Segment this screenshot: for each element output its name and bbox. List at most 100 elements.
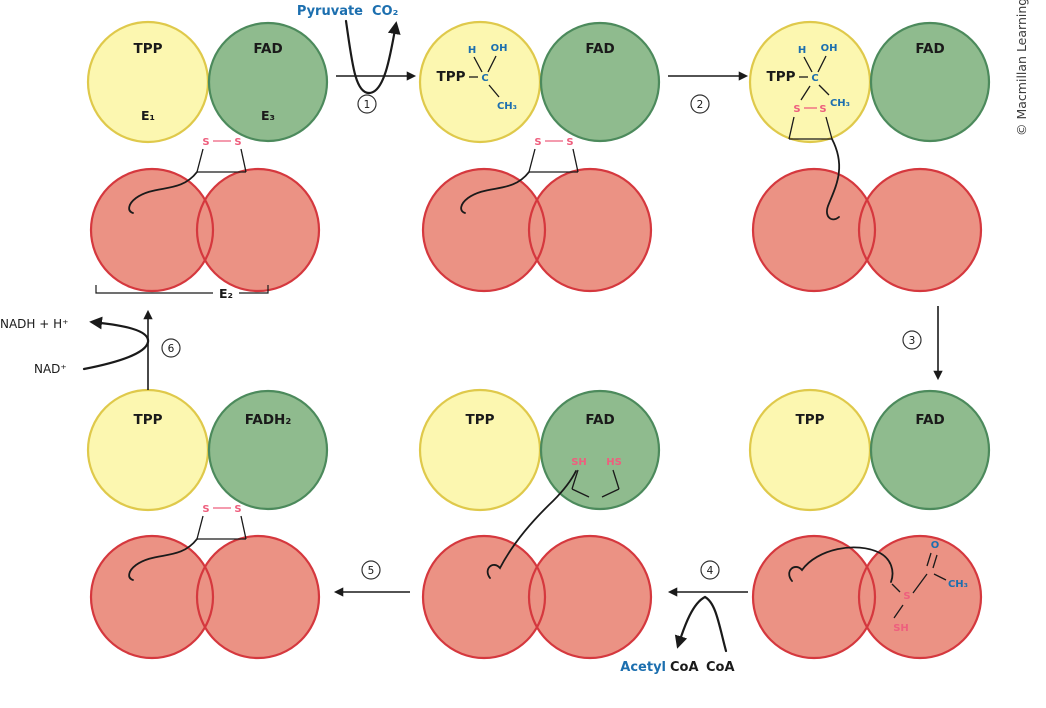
e2-core-circle <box>859 536 981 658</box>
sulfur-atom: S <box>202 504 209 515</box>
lipoamide-arm <box>486 470 577 579</box>
e1-tpp-circle <box>418 388 542 512</box>
tpp-label: TPP <box>134 412 163 428</box>
e3-fad-circle <box>539 389 661 511</box>
thiol-group: HS <box>606 457 622 468</box>
stage-1: TPP E₁ FAD E₃ S S E₂ <box>86 20 329 301</box>
tpp-label: TPP <box>767 69 796 85</box>
bond <box>817 55 827 73</box>
bond <box>473 56 483 73</box>
bond <box>488 84 500 98</box>
step-4-badge <box>700 560 720 580</box>
sulfur-atom: S <box>793 104 800 115</box>
nad-nadh-curve <box>82 316 150 371</box>
tpp-label: TPP <box>466 412 495 428</box>
fad-label: FAD <box>915 41 944 57</box>
bond <box>933 573 947 581</box>
e3-fad-circle <box>869 389 991 511</box>
e2-core-outline <box>421 167 547 293</box>
step-1-badge <box>357 94 377 114</box>
lipoamide-arm <box>128 171 198 214</box>
stage-3: FAD TPP C H OH CH₃ S S <box>748 20 991 293</box>
step-2-badge <box>690 94 710 114</box>
e2-core-circle <box>197 536 319 658</box>
bond <box>487 55 497 73</box>
e2-label: E₂ <box>219 286 233 301</box>
dihydrolipoamide-structure: SH HS <box>486 457 622 579</box>
e3-fadh2-circle <box>207 389 329 511</box>
bond <box>891 583 901 593</box>
copyright-text: © Macmillan Learning <box>1014 0 1029 136</box>
step-2: 2 <box>668 71 749 114</box>
coa-acetylcoa-curve <box>674 595 728 653</box>
tpp-label: TPP <box>437 69 466 85</box>
copyright-group: © Macmillan Learning <box>1014 0 1029 136</box>
methyl-group: CH₃ <box>830 98 850 109</box>
lipoamide-arm <box>460 171 530 214</box>
step-1-number: 1 <box>364 99 371 111</box>
bond <box>612 469 620 490</box>
ring-bond <box>825 116 833 140</box>
tpp-label: TPP <box>796 412 825 428</box>
bond <box>893 604 904 619</box>
e1-tpp-circle <box>86 388 210 512</box>
step-1: Pyruvate CO₂ 1 <box>297 4 417 114</box>
fadh2-label: FADH₂ <box>245 412 292 428</box>
e1-label: E₁ <box>141 108 155 123</box>
stage-4: TPP FAD S O CH₃ SH <box>748 388 991 660</box>
fad-label: FAD <box>585 412 614 428</box>
step-6-badge <box>161 338 181 358</box>
lipoamide-arm <box>128 538 198 581</box>
e3-fad-circle <box>869 21 991 143</box>
e2-core-outline <box>421 534 547 660</box>
e2-core-outline <box>527 167 653 293</box>
e2-core-circle <box>423 536 545 658</box>
carbonyl-bond <box>932 554 938 569</box>
oxygen-atom: O <box>931 540 940 551</box>
bond <box>800 85 811 101</box>
pyruvate-label: Pyruvate <box>297 4 363 19</box>
step-6-number: 6 <box>168 343 175 355</box>
ring-bond <box>528 148 536 173</box>
step-5-number: 5 <box>368 565 375 577</box>
e2-core-outline <box>195 534 321 660</box>
thiol-group: SH <box>893 623 909 634</box>
bond <box>818 84 830 96</box>
e2-core-circle <box>91 169 213 291</box>
carbon-atom: C <box>481 73 488 84</box>
step-2-number: 2 <box>697 99 704 111</box>
bond <box>803 56 813 73</box>
e2-core-circle <box>753 169 875 291</box>
hydroxyl-group: OH <box>821 43 838 54</box>
e2-bracket <box>95 285 269 294</box>
e2-core-outline <box>527 534 653 660</box>
e1-tpp-circle <box>86 20 210 144</box>
bond <box>912 573 928 594</box>
e2-core-circle <box>197 169 319 291</box>
sulfur-atom: S <box>234 137 241 148</box>
fad-label: FAD <box>253 41 282 57</box>
sulfur-atom: S <box>234 504 241 515</box>
sulfur-atom: S <box>534 137 541 148</box>
e2-core-circle <box>529 536 651 658</box>
bond <box>601 488 620 498</box>
step-3: 3 <box>902 306 943 381</box>
ring-bond <box>240 148 247 173</box>
acetyl-label: Acetyl <box>620 660 666 675</box>
ring-bond <box>196 515 204 540</box>
e2-core-outline <box>751 167 877 293</box>
step-3-number: 3 <box>909 335 916 347</box>
step-5-badge <box>361 560 381 580</box>
e2-core-circle <box>753 536 875 658</box>
e3-fad-circle <box>207 21 329 143</box>
nad-label: NAD⁺ <box>34 362 67 376</box>
co2-label: CO₂ <box>372 4 398 19</box>
lipoamide-arm <box>826 138 841 221</box>
thiol-group: SH <box>571 457 587 468</box>
hydroxyl-group: OH <box>491 43 508 54</box>
sulfur-atom: S <box>566 137 573 148</box>
fad-label: FAD <box>585 41 614 57</box>
sulfur-atom: S <box>202 137 209 148</box>
